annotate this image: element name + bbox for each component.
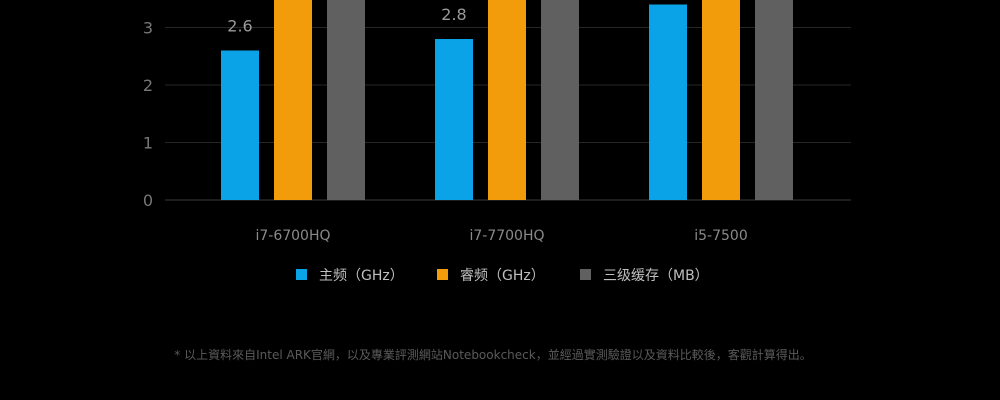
bar xyxy=(488,0,526,200)
bar xyxy=(274,0,312,200)
category-label: i7-7700HQ xyxy=(469,228,544,244)
y-tick-label: 2 xyxy=(143,76,153,95)
category-label: i5-7500 xyxy=(694,228,747,244)
legend-swatch xyxy=(296,269,307,280)
bar xyxy=(702,0,740,200)
data-label: 2.6 xyxy=(227,17,252,36)
bar xyxy=(435,39,473,200)
bar xyxy=(541,0,579,200)
bars xyxy=(221,0,793,200)
legend-label: 睿频（GHz） xyxy=(460,268,545,284)
data-labels: 2.62.83.4 xyxy=(227,5,466,36)
x-axis-categories: i7-6700HQ i7-7700HQ i5-7500 xyxy=(255,228,747,244)
category-label: i7-6700HQ xyxy=(255,228,330,244)
y-axis-ticks: 0 1 2 3 xyxy=(143,19,153,211)
y-tick-label: 3 xyxy=(143,19,153,38)
legend: 主频（GHz） 睿频（GHz） 三级缓存（MB） xyxy=(296,268,709,284)
bar xyxy=(649,4,687,200)
y-tick-label: 0 xyxy=(143,191,153,210)
data-label: 2.8 xyxy=(441,5,466,24)
bar xyxy=(221,50,259,200)
y-tick-label: 1 xyxy=(143,134,153,153)
legend-swatch xyxy=(580,269,591,280)
legend-item: 三级缓存（MB） xyxy=(580,268,709,284)
legend-label: 主频（GHz） xyxy=(319,268,404,284)
legend-item: 主频（GHz） xyxy=(296,268,404,284)
bar xyxy=(327,0,365,200)
legend-label: 三级缓存（MB） xyxy=(603,268,709,284)
bar xyxy=(755,0,793,200)
legend-swatch xyxy=(437,269,448,280)
legend-item: 睿频（GHz） xyxy=(437,268,545,284)
footnote: * 以上資料來自Intel ARK官網，以及專業評測網站Notebookchec… xyxy=(174,347,811,362)
